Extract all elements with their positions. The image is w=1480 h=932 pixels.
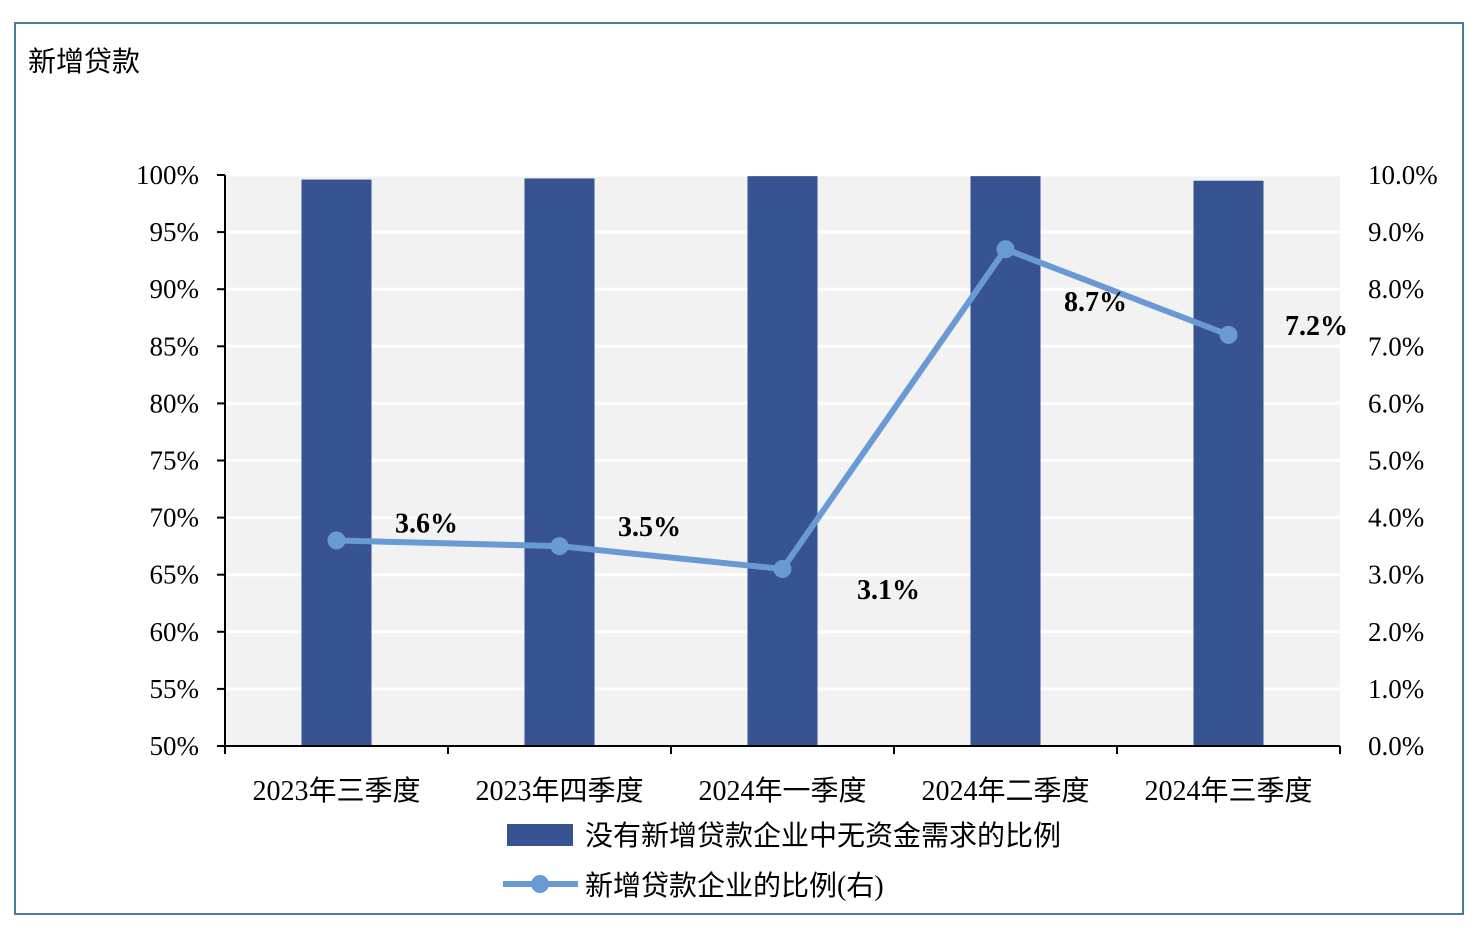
right-tick-label: 8.0% (1368, 274, 1424, 304)
right-tick-label: 9.0% (1368, 217, 1424, 247)
bar (747, 176, 818, 747)
bar (970, 176, 1041, 747)
left-tick-label: 75% (150, 446, 200, 476)
data-label: 7.2% (1285, 311, 1348, 342)
right-tick-label: 6.0% (1368, 388, 1424, 418)
legend-label: 没有新增贷款企业中无资金需求的比例 (585, 820, 1061, 852)
left-tick-label: 65% (150, 560, 200, 590)
legend-label: 新增贷款企业的比例(右) (585, 870, 884, 902)
bar (301, 179, 372, 746)
left-tick-label: 90% (150, 274, 200, 304)
category-label: 2024年一季度 (698, 775, 866, 807)
right-tick-label: 3.0% (1368, 560, 1424, 590)
left-tick-label: 55% (150, 674, 200, 704)
bar (524, 178, 595, 746)
right-tick-label: 10.0% (1368, 160, 1438, 190)
right-tick-label: 5.0% (1368, 446, 1424, 476)
legend-swatch-marker (531, 875, 549, 893)
right-tick-label: 0.0% (1368, 731, 1424, 761)
right-tick-label: 1.0% (1368, 674, 1424, 704)
data-label: 3.5% (618, 512, 681, 543)
left-tick-label: 70% (150, 503, 200, 533)
left-tick-label: 95% (150, 217, 200, 247)
right-tick-label: 4.0% (1368, 503, 1424, 533)
data-label: 8.7% (1064, 287, 1127, 318)
chart-title: 新增贷款 (28, 45, 141, 78)
left-tick-label: 50% (150, 731, 200, 761)
right-tick-label: 2.0% (1368, 617, 1424, 647)
category-label: 2024年三季度 (1144, 775, 1312, 807)
left-tick-label: 80% (150, 388, 200, 418)
category-label: 2023年三季度 (252, 775, 420, 807)
line-point (327, 531, 346, 550)
bar (1193, 180, 1264, 746)
left-tick-label: 85% (150, 331, 200, 361)
line-point (773, 559, 792, 578)
line-point (996, 240, 1015, 259)
left-tick-label: 100% (136, 160, 199, 190)
left-tick-label: 60% (150, 617, 200, 647)
data-label: 3.1% (857, 575, 920, 606)
legend-swatch-bar (507, 824, 573, 846)
category-label: 2023年四季度 (475, 775, 643, 807)
line-point (1219, 325, 1238, 344)
line-point (550, 537, 569, 556)
category-label: 2024年二季度 (921, 775, 1089, 807)
data-label: 3.6% (395, 508, 458, 539)
right-tick-label: 7.0% (1368, 331, 1424, 361)
